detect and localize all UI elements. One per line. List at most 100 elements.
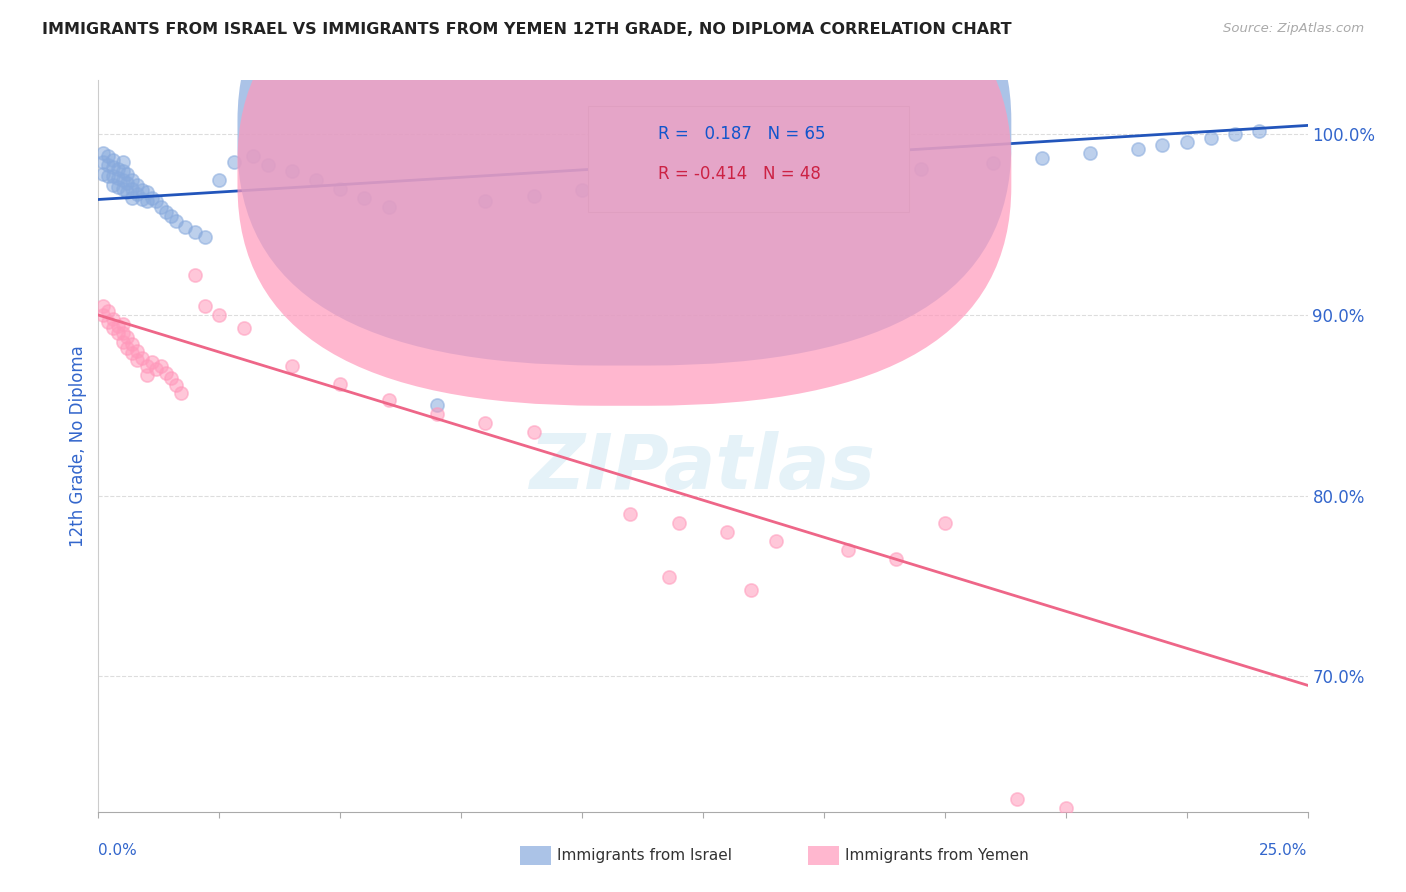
Point	[117, 176, 139, 190]
Point	[426, 408, 449, 422]
Point	[127, 187, 149, 202]
Point	[934, 516, 956, 530]
Point	[208, 172, 231, 186]
Point	[1199, 131, 1222, 145]
Point	[101, 320, 124, 334]
Text: Source: ZipAtlas.com: Source: ZipAtlas.com	[1223, 22, 1364, 36]
Point	[121, 172, 143, 186]
Point	[117, 341, 139, 355]
Point	[1223, 128, 1246, 142]
Point	[101, 160, 124, 174]
Point	[194, 230, 217, 244]
Point	[107, 179, 129, 194]
Point	[910, 161, 932, 176]
Point	[1152, 138, 1174, 153]
Point	[208, 308, 231, 322]
Point	[131, 193, 153, 207]
Point	[91, 308, 114, 322]
Point	[91, 167, 114, 181]
Y-axis label: 12th Grade, No Diploma: 12th Grade, No Diploma	[69, 345, 87, 547]
Point	[981, 156, 1004, 170]
Point	[353, 191, 375, 205]
Point	[141, 191, 163, 205]
Text: 0.0%: 0.0%	[98, 843, 138, 858]
Point	[1054, 801, 1077, 815]
Point	[165, 378, 187, 392]
Point	[1128, 142, 1150, 156]
Text: R =   0.187   N = 65: R = 0.187 N = 65	[658, 125, 825, 143]
Text: Immigrants from Yemen: Immigrants from Yemen	[845, 848, 1029, 863]
Point	[117, 330, 139, 344]
Point	[107, 318, 129, 333]
Point	[101, 178, 124, 192]
Point	[97, 158, 120, 172]
Point	[107, 161, 129, 176]
FancyBboxPatch shape	[238, 0, 1011, 406]
Point	[121, 346, 143, 360]
Point	[329, 181, 352, 195]
Point	[474, 417, 496, 431]
Point	[222, 154, 245, 169]
Point	[131, 351, 153, 366]
Point	[169, 385, 191, 400]
Point	[658, 170, 681, 185]
Point	[571, 184, 593, 198]
Point	[111, 326, 134, 340]
Point	[111, 154, 134, 169]
Text: Immigrants from Israel: Immigrants from Israel	[557, 848, 731, 863]
Point	[97, 169, 120, 183]
Point	[111, 172, 134, 186]
Point	[145, 362, 167, 376]
Point	[97, 315, 120, 329]
Point	[184, 225, 207, 239]
Point	[474, 194, 496, 209]
Point	[131, 184, 153, 198]
Point	[135, 194, 157, 209]
Point	[121, 181, 143, 195]
Point	[716, 524, 738, 539]
Point	[194, 299, 217, 313]
Point	[377, 200, 399, 214]
Text: 25.0%: 25.0%	[1260, 843, 1308, 858]
Point	[377, 392, 399, 407]
Point	[740, 582, 762, 597]
Point	[155, 205, 177, 219]
Point	[121, 191, 143, 205]
Point	[91, 145, 114, 160]
Point	[111, 181, 134, 195]
Point	[111, 317, 134, 331]
Text: R = -0.414   N = 48: R = -0.414 N = 48	[658, 165, 821, 183]
Point	[135, 368, 157, 382]
Point	[305, 172, 328, 186]
Text: IMMIGRANTS FROM ISRAEL VS IMMIGRANTS FROM YEMEN 12TH GRADE, NO DIPLOMA CORRELATI: IMMIGRANTS FROM ISRAEL VS IMMIGRANTS FRO…	[42, 22, 1012, 37]
Point	[101, 169, 124, 183]
Point	[111, 163, 134, 178]
Point	[107, 326, 129, 340]
Point	[117, 186, 139, 200]
Point	[256, 158, 278, 172]
Point	[813, 167, 835, 181]
Point	[101, 311, 124, 326]
Point	[127, 178, 149, 192]
Point	[91, 154, 114, 169]
Point	[765, 533, 787, 548]
Point	[111, 335, 134, 350]
Point	[886, 552, 908, 566]
Point	[97, 304, 120, 318]
Point	[426, 398, 449, 412]
FancyBboxPatch shape	[238, 0, 1011, 366]
Point	[281, 359, 304, 373]
Point	[658, 570, 681, 584]
FancyBboxPatch shape	[588, 106, 908, 212]
Point	[145, 194, 167, 209]
Point	[668, 516, 690, 530]
Point	[184, 268, 207, 283]
Point	[619, 178, 641, 192]
Point	[127, 353, 149, 368]
Point	[127, 344, 149, 359]
Point	[121, 337, 143, 351]
Point	[141, 355, 163, 369]
Point	[174, 219, 197, 234]
Point	[107, 170, 129, 185]
Point	[1175, 135, 1198, 149]
